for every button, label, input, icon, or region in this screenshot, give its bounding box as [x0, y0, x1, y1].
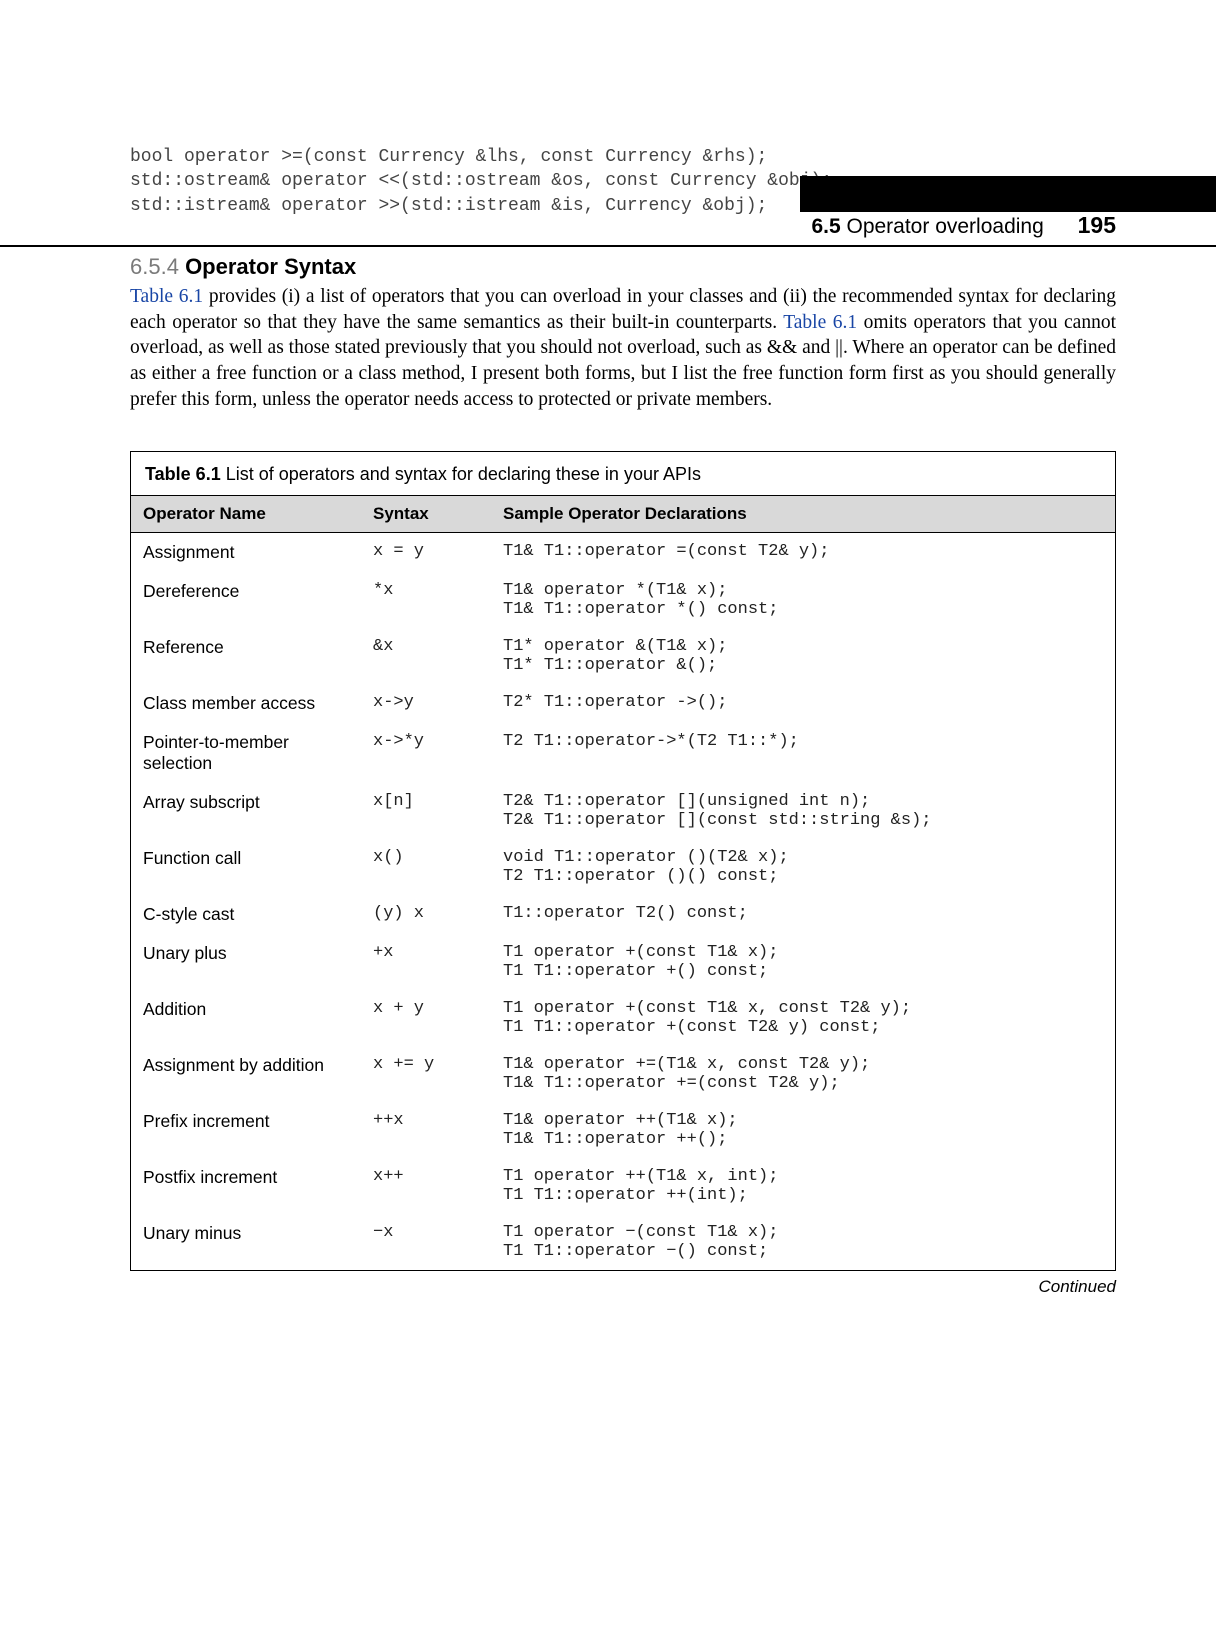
cell-operator-name: Unary minus — [131, 1214, 361, 1270]
table-row: Unary minus−xT1 operator −(const T1& x);… — [131, 1214, 1115, 1270]
table-caption-label: Table 6.1 — [145, 464, 221, 484]
cell-operator-name: Array subscript — [131, 783, 361, 839]
table-caption-text: List of operators and syntax for declari… — [226, 464, 701, 484]
cell-operator-name: Dereference — [131, 572, 361, 628]
header-page-number: 195 — [1078, 212, 1116, 238]
table-bottom-rule — [131, 1270, 1115, 1271]
cell-operator-name: Reference — [131, 628, 361, 684]
cell-declaration: T1& T1::operator =(const T2& y); — [491, 532, 1115, 572]
cell-syntax: x++ — [361, 1158, 491, 1214]
header-black-bar — [800, 176, 1216, 212]
cell-operator-name: Function call — [131, 839, 361, 895]
cell-operator-name: Assignment by addition — [131, 1046, 361, 1102]
section-title: Operator Syntax — [185, 254, 356, 279]
cell-syntax: (y) x — [361, 895, 491, 934]
cell-operator-name: Addition — [131, 990, 361, 1046]
cell-declaration: T1 operator +(const T1& x, const T2& y);… — [491, 990, 1115, 1046]
cell-declaration: T1 operator ++(T1& x, int); T1 T1::opera… — [491, 1158, 1115, 1214]
section-number: 6.5.4 — [130, 254, 179, 279]
cell-declaration: T1* operator &(T1& x); T1* T1::operator … — [491, 628, 1115, 684]
operator-table-grid: Operator Name Syntax Sample Operator Dec… — [131, 495, 1115, 1270]
section-heading: 6.5.4 Operator Syntax — [130, 254, 1116, 280]
table-row: Function callx()void T1::operator ()(T2&… — [131, 839, 1115, 895]
cell-syntax: x[n] — [361, 783, 491, 839]
cell-declaration: T1& operator *(T1& x); T1& T1::operator … — [491, 572, 1115, 628]
operator-table: Table 6.1 List of operators and syntax f… — [130, 451, 1116, 1271]
cell-syntax: *x — [361, 572, 491, 628]
cell-declaration: T1 operator +(const T1& x); T1 T1::opera… — [491, 934, 1115, 990]
cell-syntax: x + y — [361, 990, 491, 1046]
table-continued-label: Continued — [130, 1277, 1116, 1297]
cell-operator-name: Postfix increment — [131, 1158, 361, 1214]
table-ref-link[interactable]: Table 6.1 — [130, 286, 203, 307]
header-section-number: 6.5 — [811, 215, 840, 238]
cell-syntax: x->y — [361, 684, 491, 723]
table-ref-link[interactable]: Table 6.1 — [783, 312, 857, 333]
cell-declaration: T1 operator −(const T1& x); T1 T1::opera… — [491, 1214, 1115, 1270]
table-row: Postfix incrementx++T1 operator ++(T1& x… — [131, 1158, 1115, 1214]
table-row: Pointer-to-member selectionx->*yT2 T1::o… — [131, 723, 1115, 783]
cell-syntax: &x — [361, 628, 491, 684]
cell-syntax: x = y — [361, 532, 491, 572]
cell-syntax: x() — [361, 839, 491, 895]
table-row: Assignment by additionx += yT1& operator… — [131, 1046, 1115, 1102]
cell-operator-name: Class member access — [131, 684, 361, 723]
cell-syntax: x += y — [361, 1046, 491, 1102]
cell-declaration: T1& operator +=(T1& x, const T2& y); T1&… — [491, 1046, 1115, 1102]
cell-declaration: T2* T1::operator ->(); — [491, 684, 1115, 723]
cell-declaration: void T1::operator ()(T2& x); T2 T1::oper… — [491, 839, 1115, 895]
cell-syntax: −x — [361, 1214, 491, 1270]
cell-declaration: T2& T1::operator [](unsigned int n); T2&… — [491, 783, 1115, 839]
cell-operator-name: Assignment — [131, 532, 361, 572]
header-section-title: Operator overloading — [846, 215, 1043, 238]
table-row: Array subscriptx[n]T2& T1::operator [](u… — [131, 783, 1115, 839]
code-line: std::ostream& operator <<(std::ostream &… — [130, 171, 832, 191]
cell-operator-name: Unary plus — [131, 934, 361, 990]
code-line: bool operator >=(const Currency &lhs, co… — [130, 147, 767, 167]
table-header-row: Operator Name Syntax Sample Operator Dec… — [131, 495, 1115, 532]
cell-syntax: x->*y — [361, 723, 491, 783]
table-row: Assignmentx = yT1& T1::operator =(const … — [131, 532, 1115, 572]
table-row: Class member accessx->yT2* T1::operator … — [131, 684, 1115, 723]
table-row: Additionx + yT1 operator +(const T1& x, … — [131, 990, 1115, 1046]
cell-operator-name: Prefix increment — [131, 1102, 361, 1158]
cell-declaration: T2 T1::operator->*(T2 T1::*); — [491, 723, 1115, 783]
body-paragraph: Table 6.1 provides (i) a list of operato… — [130, 284, 1116, 413]
cell-syntax: ++x — [361, 1102, 491, 1158]
table-row: C-style cast(y) xT1::operator T2() const… — [131, 895, 1115, 934]
th-syntax: Syntax — [361, 495, 491, 532]
table-row: Reference&xT1* operator &(T1& x); T1* T1… — [131, 628, 1115, 684]
cell-operator-name: Pointer-to-member selection — [131, 723, 361, 783]
table-row: Unary plus+xT1 operator +(const T1& x); … — [131, 934, 1115, 990]
cell-syntax: +x — [361, 934, 491, 990]
table-row: Prefix increment++xT1& operator ++(T1& x… — [131, 1102, 1115, 1158]
table-caption: Table 6.1 List of operators and syntax f… — [131, 452, 1115, 495]
cell-operator-name: C-style cast — [131, 895, 361, 934]
table-row: Dereference*xT1& operator *(T1& x); T1& … — [131, 572, 1115, 628]
cell-declaration: T1::operator T2() const; — [491, 895, 1115, 934]
page: 6.5 Operator overloading 195 bool operat… — [0, 145, 1216, 1645]
running-head: 6.5 Operator overloading 195 — [0, 212, 1216, 247]
th-declarations: Sample Operator Declarations — [491, 495, 1115, 532]
cell-declaration: T1& operator ++(T1& x); T1& T1::operator… — [491, 1102, 1115, 1158]
th-operator-name: Operator Name — [131, 495, 361, 532]
